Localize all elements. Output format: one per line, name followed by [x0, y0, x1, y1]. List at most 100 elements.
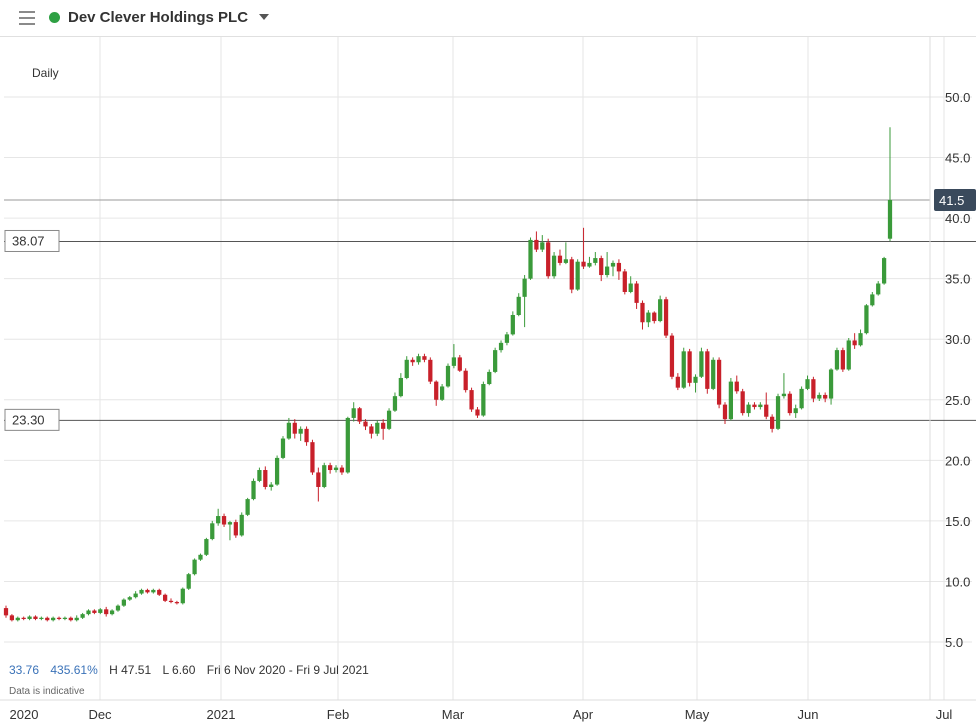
candle-body: [333, 467, 339, 471]
hamburger-menu-icon[interactable]: [19, 11, 35, 25]
candle-body: [463, 370, 468, 391]
candle-body: [634, 283, 639, 303]
candle: [634, 281, 639, 309]
candle: [216, 508, 221, 526]
candle-body: [669, 335, 675, 377]
level-label: 23.30: [12, 412, 45, 427]
status-dot-icon: [49, 12, 60, 23]
candle-body: [451, 357, 457, 366]
candle: [799, 386, 804, 410]
candle: [510, 311, 515, 336]
candle: [398, 373, 403, 398]
candle-body: [846, 340, 851, 370]
candle-body: [658, 299, 663, 322]
candle: [551, 252, 557, 279]
candle-body: [587, 262, 592, 267]
candle: [728, 377, 734, 421]
candle-body: [439, 386, 445, 400]
candle: [422, 353, 427, 363]
candle-body: [522, 278, 527, 297]
candle-body: [351, 408, 356, 418]
candle-body: [498, 342, 504, 351]
stat-change-pct: 435.61%: [50, 663, 98, 677]
x-tick-label: Mar: [442, 707, 465, 722]
candle: [740, 388, 745, 416]
candle: [233, 519, 238, 538]
data-indicative-note: Data is indicative: [9, 686, 85, 697]
candle: [198, 553, 203, 561]
candle-body: [198, 554, 203, 560]
candle: [257, 467, 262, 483]
candle-body: [357, 408, 362, 422]
candle: [80, 612, 85, 619]
candle: [534, 231, 539, 253]
candle-body: [516, 296, 521, 315]
candle: [864, 304, 869, 335]
candle: [292, 419, 297, 439]
candle: [722, 402, 728, 424]
candle-body: [56, 617, 62, 619]
y-tick-label: 50.0: [945, 90, 970, 105]
chart-header: Dev Clever Holdings PLC: [0, 0, 976, 37]
candle: [870, 291, 875, 307]
last-price-badge: [934, 188, 976, 211]
candle-body: [487, 371, 492, 385]
candle: [716, 357, 722, 409]
candle-body: [422, 356, 427, 360]
candle-body: [233, 522, 238, 536]
candle-body: [280, 438, 286, 458]
y-tick-label: 30.0: [945, 332, 970, 347]
instrument-title[interactable]: Dev Clever Holdings PLC: [68, 9, 249, 26]
candle-body: [652, 312, 657, 322]
candle: [245, 497, 250, 517]
candle: [711, 357, 716, 391]
candle: [681, 347, 686, 389]
candle: [62, 616, 68, 621]
candle-body: [546, 242, 551, 277]
candle-body: [752, 404, 757, 408]
candle: [345, 416, 350, 474]
candle-body: [870, 294, 875, 306]
candle-body: [157, 589, 162, 595]
candle: [339, 465, 345, 475]
candle-body: [210, 523, 215, 540]
candle: [410, 357, 415, 366]
candle-body: [811, 379, 816, 399]
candle-body: [216, 516, 221, 524]
candle: [852, 333, 857, 349]
candle-body: [610, 262, 616, 267]
candle-body: [15, 617, 20, 621]
candle: [569, 256, 574, 294]
candle: [828, 368, 834, 405]
candle-body: [174, 602, 180, 604]
candle-body: [764, 404, 769, 417]
candle-body: [151, 589, 156, 593]
candle-body: [728, 381, 734, 420]
candle-body: [858, 333, 863, 346]
candle: [68, 616, 73, 622]
candle: [386, 408, 392, 431]
candle-body: [722, 404, 728, 420]
level-lines: 38.07 23.30 41.5: [4, 188, 976, 431]
candle-body: [386, 410, 392, 429]
candle: [139, 588, 144, 595]
candle-body: [640, 302, 645, 323]
x-tick-label: Dec: [88, 707, 112, 722]
candle-body: [127, 597, 132, 600]
candle-body: [316, 472, 321, 487]
candle: [834, 347, 840, 371]
candle-body: [227, 522, 233, 525]
x-tick-label: May: [685, 707, 710, 722]
candle-body: [92, 610, 97, 613]
candle-body: [775, 396, 781, 429]
candle: [98, 608, 103, 615]
chevron-down-icon[interactable]: [259, 14, 269, 20]
candle-body: [239, 514, 244, 536]
candle-body: [457, 357, 462, 371]
candle: [151, 588, 156, 594]
x-tick-label: Apr: [573, 707, 594, 722]
candle-body: [510, 315, 515, 335]
candle-body: [251, 480, 256, 500]
candle: [846, 338, 851, 371]
